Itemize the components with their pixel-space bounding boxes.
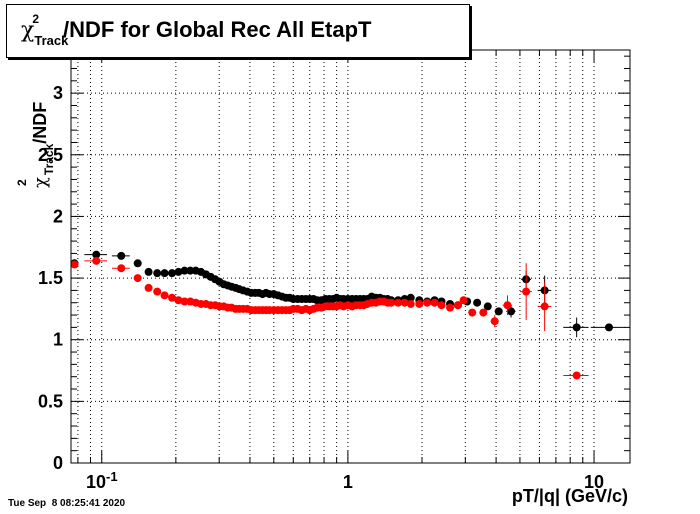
data-point	[430, 298, 439, 307]
data-point	[180, 266, 189, 275]
x-tick-label: 10-1	[86, 469, 118, 492]
data-point	[92, 256, 101, 265]
title-rest: /NDF for Global Rec All EtapT	[63, 17, 372, 42]
y-label-sub: Track	[42, 143, 56, 175]
data-point	[174, 267, 183, 276]
svg-text:χTrack/NDF: χ Track/NDF	[30, 102, 56, 188]
data-point	[479, 308, 488, 317]
data-point	[180, 297, 189, 306]
chart-title: χTrack 2/NDF for Global Rec All EtapT	[21, 12, 372, 48]
y-tick-label: 0.5	[38, 391, 63, 411]
data-point	[503, 301, 512, 310]
y-axis-label: χ Track/NDF 2	[15, 102, 56, 188]
x-tick-label: 1	[343, 472, 353, 492]
y-tick-label: 1.5	[38, 268, 63, 288]
y-tick-label: 2.5	[38, 145, 63, 165]
data-point	[415, 299, 424, 308]
data-point	[153, 287, 162, 296]
x-tick-label-base: 1	[343, 472, 353, 492]
series-red	[70, 256, 589, 380]
title-sup: 2	[32, 12, 40, 26]
data-point	[153, 269, 162, 278]
y-tick-label: 0	[53, 453, 63, 473]
y-tick-labels: 0 0.5 1 1.5 2 2.5 3	[38, 83, 63, 473]
data-point	[483, 302, 492, 311]
data-point	[437, 301, 446, 310]
data-point	[92, 250, 101, 259]
data-point	[473, 298, 482, 307]
data-point	[406, 299, 415, 308]
data-point	[117, 264, 126, 273]
data-point	[160, 291, 169, 300]
data-point	[572, 323, 581, 332]
data-series	[70, 250, 625, 380]
data-point	[144, 283, 153, 292]
data-point	[522, 287, 531, 296]
x-tick-label-base: 10	[86, 472, 106, 492]
y-tick-label: 2	[53, 206, 63, 226]
data-point	[168, 269, 177, 278]
data-point	[507, 307, 516, 316]
data-point	[446, 303, 455, 312]
axis-ticks	[71, 50, 630, 464]
data-point	[604, 323, 613, 332]
data-point	[133, 274, 142, 283]
y-tick-label: 3	[53, 83, 63, 103]
title-chi: χ	[21, 18, 35, 43]
x-axis-title: pT/|q| (GeV/c)	[512, 486, 628, 506]
title-box: χTrack 2/NDF for Global Rec All EtapT	[6, 4, 470, 58]
y-label-rest: /NDF	[30, 102, 50, 144]
data-point	[490, 317, 499, 326]
x-tick-label-exponent: -1	[106, 469, 118, 484]
data-point	[572, 371, 581, 380]
plot-frame	[70, 49, 631, 464]
data-point	[394, 298, 403, 307]
data-point	[400, 298, 409, 307]
data-point	[133, 259, 142, 268]
x-tick-label-base: 10	[584, 472, 604, 492]
y-label-sup: 2	[15, 179, 29, 186]
data-point	[540, 302, 549, 311]
data-point	[423, 298, 432, 307]
timestamp-footer: Tue Sep 8 08:25:41 2020	[8, 498, 126, 509]
y-tick-label: 1	[53, 330, 63, 350]
grid-lines	[71, 50, 630, 464]
data-point	[453, 301, 462, 310]
series-black	[70, 250, 625, 338]
x-tick-labels: 10-1 1 10	[86, 469, 604, 492]
data-point	[406, 293, 415, 302]
data-point	[160, 269, 169, 278]
data-point	[144, 267, 153, 276]
data-point	[459, 296, 468, 305]
data-point	[168, 293, 177, 302]
data-point	[117, 251, 126, 260]
x-axis-label: pT/|q| (GeV/c)	[512, 486, 628, 506]
y-label-chi: χ	[30, 177, 51, 188]
data-point	[468, 308, 477, 317]
data-point	[494, 307, 503, 316]
data-point	[174, 296, 183, 305]
title-sub: Track	[34, 33, 69, 48]
data-point	[387, 298, 396, 307]
data-point	[70, 260, 79, 269]
x-tick-label: 10	[584, 472, 604, 492]
